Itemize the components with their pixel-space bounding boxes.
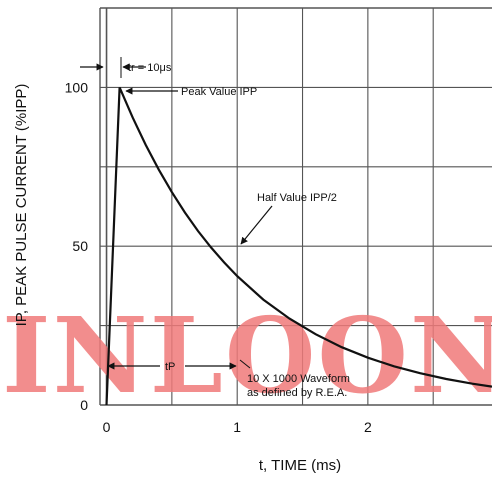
x-axis-label: t, TIME (ms) [259, 457, 341, 474]
waveform-label-line1: 10 X 1000 Waveform [247, 373, 350, 385]
tr-label: tr = 10μs [128, 62, 172, 74]
series-line [105, 86, 492, 406]
watermark-text: INLOON [2, 294, 492, 417]
tr-annotation: tr = 10μs [80, 57, 172, 78]
half-annotation: Half Value IPP/2 [240, 192, 337, 245]
half-label: Half Value IPP/2 [257, 192, 337, 204]
waveform-annotation: 10 X 1000 Waveform as defined by R.E.A. [239, 359, 350, 399]
waveform-label-line2: as defined by R.E.A. [247, 387, 347, 399]
y-tick-label-50: 50 [72, 238, 88, 254]
x-tick-label-2: 2 [364, 419, 372, 435]
tp-label: tP [165, 361, 175, 373]
y-tick-label-0: 0 [80, 397, 88, 413]
peak-annotation: Peak Value IPP [125, 86, 257, 98]
grid [99, 7, 492, 406]
y-tick-label-100: 100 [65, 79, 89, 95]
x-tick-label-0: 0 [103, 419, 111, 435]
peak-label: Peak Value IPP [181, 86, 257, 98]
x-tick-label-1: 1 [233, 419, 241, 435]
tp-annotation: tP [107, 361, 237, 373]
y-axis-label: IP, PEAK PULSE CURRENT (%IPP) [13, 84, 30, 327]
